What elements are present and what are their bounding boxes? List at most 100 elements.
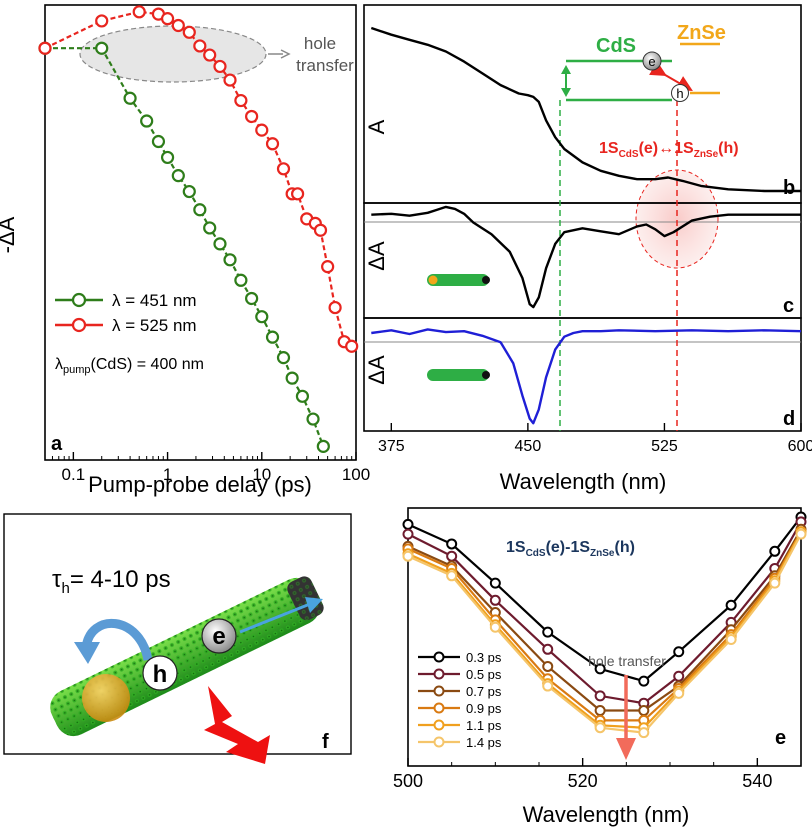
assign-p4: (h) [718,140,738,157]
hole-ball-label: h [153,661,168,688]
e-series-5-point [795,528,807,540]
e-series-1-point [402,528,414,540]
e-series-2-point [638,705,650,717]
a-series-0-point [160,150,175,165]
panel-label-f: f [322,731,329,753]
hole-transfer-curved-arrow-head [74,642,100,664]
hole-transfer-annotation-a-line2: transfer [296,56,354,75]
panel-label-c: c [783,295,794,317]
legend-marker-525 [71,317,87,333]
a-tick-label: 1 [163,465,172,484]
electron-ball [201,618,237,654]
a-series-0-point [151,134,166,149]
electron-transfer-arrow-head [305,597,323,613]
pump-note-rest: (CdS) = 400 nm [91,356,204,373]
a-series-1-point [328,300,342,315]
e-series-5-point [446,570,458,582]
e-series-line-0 [407,516,802,683]
e-series-line-2 [407,528,802,712]
pump-note: λpump(CdS) = 400 nm [55,356,204,376]
e-series-1-point [446,550,458,562]
e-series-5-point [594,722,606,734]
panel-a-xlabel: Pump-probe delay (ps) [88,472,312,497]
a-series-1-point [291,187,305,201]
a-series-0-point [306,412,320,426]
e-legend-label: 1.4 ps [466,735,502,750]
a-series-0-point [234,273,248,287]
panel-d-xaxis: 375 450 525 600 [378,423,812,455]
spectrum-c [371,205,801,309]
a-series-0-point [203,221,217,235]
assign-s2: ZnSe [694,149,719,160]
e-series-0-point [542,626,554,638]
band-diagram: CdS ZnSe e h 1SCdS(e)↔1SZnSe(h) [561,22,739,160]
a-series-0-point [276,351,291,365]
a-series-1-point [321,260,335,274]
electron-label: e [648,54,655,69]
hole-ball [142,655,178,691]
a-series-0-point [171,169,185,183]
a-series-0-point [245,291,259,306]
a-series-1-point [182,25,196,39]
a-series-1-point [193,39,207,53]
e-series-5-point [638,727,650,739]
pump-note-main: λ [55,356,63,373]
nanorod-icon-c [427,274,490,286]
d-tick-label: 600 [788,438,812,455]
cds-label: CdS [596,35,636,57]
e-series-5-point [402,550,414,562]
a-series-1-point [171,18,185,33]
assign-p3: 1S [674,140,694,157]
a-series-1-point [132,5,146,19]
electron-ball-label: e [212,623,225,650]
e-series-line-3 [407,531,802,722]
a-series-1-point [95,14,109,28]
e-series-2-point [594,705,606,717]
a-series-1-point [265,137,280,151]
e-series-0-point [725,599,737,611]
e-series-line-4 [407,531,802,729]
hole-lifetime: τh= 4-10 ps [52,566,171,597]
e-legend-marker [433,651,445,663]
a-series-0-point [255,310,269,324]
hole-transfer-ellipse [79,25,267,83]
a-series-0-point [213,237,227,251]
a-series-1-point [234,93,248,108]
e-legend-marker [433,702,445,714]
transition-assignment: 1SCdS(e)↔1SZnSe(h) [599,140,739,160]
a-series-1-point [203,48,217,62]
tau-subscript: h [61,580,69,597]
d-tick-label: 375 [378,438,405,455]
a-series-line-0 [45,47,325,447]
e-series-1-point [489,594,501,606]
panel-c-ylabel: ΔA [364,241,389,271]
e-tick-label: 500 [393,771,423,791]
title-s2: ZnSe [590,548,615,559]
assign-p2: (e) [639,140,659,157]
title-s1: CdS [526,548,546,559]
e-series-1-point [542,643,554,655]
nanorod-icon-d [427,369,490,381]
e-legend-marker [433,719,445,731]
e-series-0-point [489,577,501,589]
a-series-0-point [123,91,137,105]
e-series-line-5 [407,533,802,734]
spectrum-b [370,26,801,193]
a-series-0-point [182,184,196,199]
hole-transfer-pointer-head [280,49,291,59]
a-series-0-point [223,253,237,267]
panel-label-a: a [51,433,63,455]
e-series-line-1 [407,521,802,705]
title-p3: (h) [614,539,634,556]
electron-marker [642,51,662,71]
e-series-5-point [725,634,737,645]
a-series-0-point [265,330,280,344]
panel-bcd: 375 450 525 600 CdS ZnSe e h 1SCdS(e)↔1SZnS… [363,4,812,494]
panel-d-xlabel: Wavelength (nm) [500,469,667,494]
panel-e: 500 520 540 1SCdS(e)-1SZnSe(h) hole transf… [393,507,807,827]
e-series-5-point [673,687,685,699]
legend-marker-451 [71,292,87,308]
e-series-0-point [446,538,458,550]
assign-p1: 1S [599,140,619,157]
a-series-0-point [285,371,299,385]
